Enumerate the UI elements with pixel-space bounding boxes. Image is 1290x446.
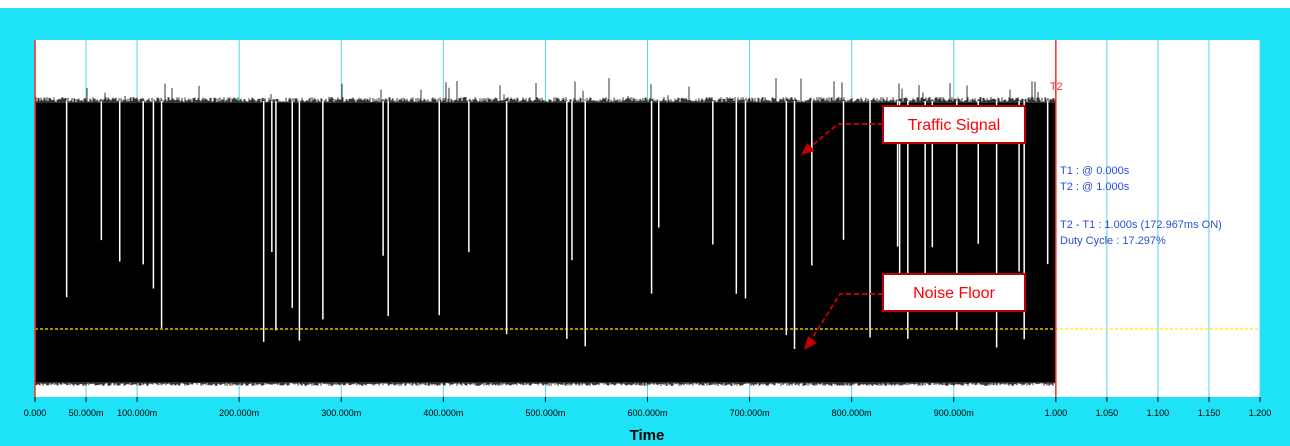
off-gaps: [65, 101, 1049, 349]
noise-floor-arrowhead: [804, 336, 817, 350]
delta-readout: T2 - T1 : 1.000s (172.967ms ON): [1060, 219, 1222, 231]
traffic-signal-arrow: [808, 123, 883, 149]
traffic-signal-callout: Traffic Signal: [801, 105, 1026, 155]
noise-floor-callout: Noise Floor: [804, 273, 1026, 350]
traffic-signal-arrowhead: [801, 143, 815, 155]
x-axis-ticks: 0.000 50.000m 100.000m 200.000m 300.000m 400.…: [24, 397, 1272, 418]
t1-readout: T1 : @ 0.000s: [1060, 165, 1130, 177]
x-tick-label: 400.000m: [423, 408, 463, 418]
x-tick-label: 800.000m: [832, 408, 872, 418]
cursor-readout: T1 : @ 0.000s T2 : @ 1.000s T2 - T1 : 1.…: [1060, 165, 1222, 247]
duty-cycle-readout: Duty Cycle : 17.297%: [1060, 235, 1166, 247]
signal-trace: [34, 78, 1056, 386]
x-tick-label: 1.150: [1198, 408, 1221, 418]
x-tick-label: 1.200: [1249, 408, 1272, 418]
x-tick-label: 100.000m: [117, 408, 157, 418]
x-tick-label: 0.000: [24, 408, 47, 418]
cursor-t2-label: T2: [1050, 81, 1063, 93]
traffic-signal-box: [882, 105, 1026, 144]
noise-floor-arrow: [810, 293, 883, 341]
x-tick-label: 200.000m: [219, 408, 259, 418]
x-axis-title: Time: [630, 427, 665, 444]
x-tick-label: 900.000m: [934, 408, 974, 418]
cursors[interactable]: T2: [34, 40, 1063, 397]
x-tick-label: 700.000m: [730, 408, 770, 418]
noise-floor-box: [882, 273, 1026, 312]
x-tick-label: 1.050: [1096, 408, 1119, 418]
x-tick-label: 1.000: [1045, 408, 1068, 418]
x-tick-label: 500.000m: [525, 408, 565, 418]
t2-readout: T2 : @ 1.000s: [1060, 181, 1130, 193]
traffic-signal-label: Traffic Signal: [908, 117, 1000, 134]
signal-body: [35, 103, 1056, 382]
x-tick-label: 50.000m: [69, 408, 104, 418]
x-tick-label: 1.100: [1147, 408, 1170, 418]
top-strip: [0, 0, 1290, 8]
noise-floor-label: Noise Floor: [913, 285, 995, 302]
x-tick-label: 300.000m: [321, 408, 361, 418]
x-tick-label: 600.000m: [627, 408, 667, 418]
